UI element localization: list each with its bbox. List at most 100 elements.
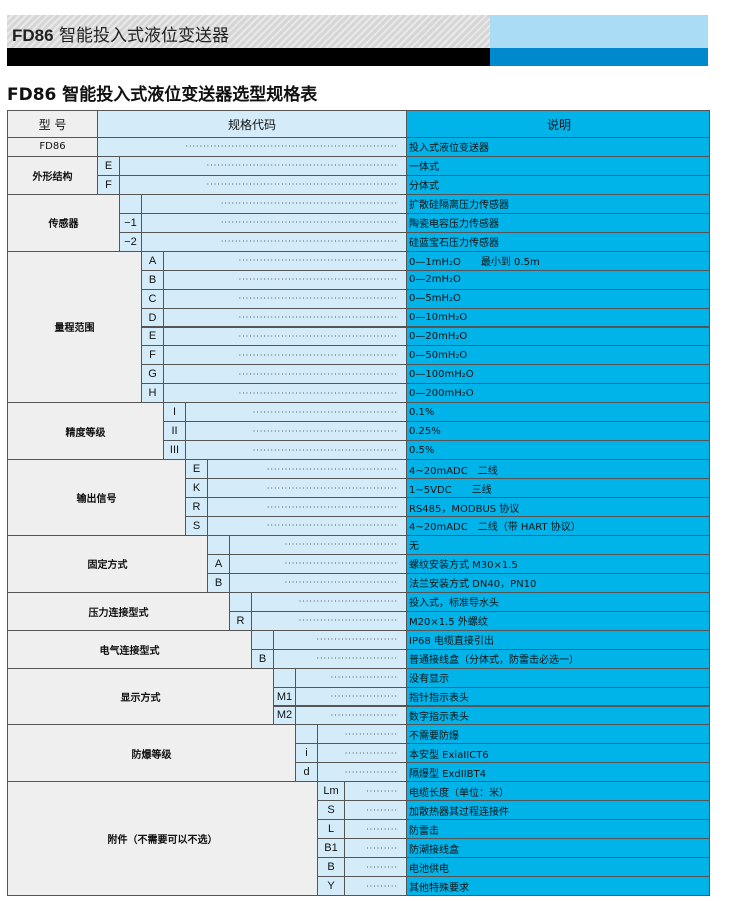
group-label: 电气连接型式 [7, 629, 252, 669]
option-desc: 分体式 [406, 174, 710, 195]
option-desc: 本安型 ExiaIICT6 [406, 743, 710, 764]
option-code: H [141, 383, 164, 404]
option-code: B [251, 648, 274, 669]
option-desc: IP68 电缆直接引出 [406, 629, 710, 650]
dot-leader: ········································… [185, 440, 407, 461]
option-code: −2 [119, 231, 142, 252]
option-desc: 不需要防爆 [406, 724, 710, 745]
group-label: 传感器 [7, 193, 120, 252]
option-desc: 法兰安装方式 DN40，PN10 [406, 572, 710, 593]
banner-bar-accent [490, 48, 708, 66]
option-code: I [163, 402, 186, 423]
option-code: M1 [273, 686, 296, 707]
model-desc: 投入式液位变送器 [406, 137, 710, 157]
option-desc: 0—2mH₂O [406, 269, 710, 290]
banner-title: FD86 智能投入式液位变送器 [12, 21, 229, 46]
header-spec: 规格代码 [97, 110, 407, 138]
option-desc: 陶瓷电容压力传感器 [406, 212, 710, 233]
option-code [251, 629, 274, 650]
group-label: 附件（不需要可以不选） [7, 781, 318, 896]
option-desc: 硅蓝宝石压力传感器 [406, 231, 710, 252]
dot-leader: ······················· [273, 648, 407, 669]
option-desc: 防潮接线盒 [406, 838, 710, 859]
group-label: 压力连接型式 [7, 591, 230, 631]
option-code: i [295, 743, 318, 764]
option-desc: 1~5VDC 三线 [406, 478, 710, 499]
option-code: K [185, 478, 208, 499]
dot-leader: ····································· [207, 459, 407, 480]
dot-leader: ········· [344, 857, 407, 878]
option-code: B [207, 572, 230, 593]
option-code: III [163, 440, 186, 461]
option-code: A [207, 553, 230, 574]
option-code: d [295, 762, 318, 783]
dot-leader: ········· [344, 876, 407, 896]
option-desc: 电池供电 [406, 857, 710, 878]
dot-leader: ··············· [317, 762, 407, 783]
option-code: −1 [119, 212, 142, 233]
dot-leader: ········································… [163, 269, 407, 290]
dot-leader: ··················· [295, 667, 407, 688]
dot-leader: ····································· [207, 497, 407, 517]
dot-leader: ········································… [163, 364, 407, 385]
option-desc: 加散热器其过程连接件 [406, 800, 710, 821]
dot-leader: ········································… [163, 307, 407, 328]
option-code: G [141, 364, 164, 385]
option-code [119, 193, 142, 214]
header-desc: 说明 [406, 110, 710, 138]
dot-leader: ········································… [185, 402, 407, 423]
group-label: 输出信号 [7, 459, 186, 536]
dot-leader: ········································… [163, 345, 407, 366]
dot-leader: ··················· [295, 705, 407, 726]
header-model: 型 号 [7, 110, 98, 138]
option-desc: M20×1.5 外螺纹 [406, 610, 710, 631]
banner-bar [7, 48, 490, 66]
option-code: Y [317, 876, 345, 896]
option-desc: 0.5% [406, 440, 710, 461]
option-code: R [185, 497, 208, 517]
dot-leader: ··············· [317, 724, 407, 745]
dot-leader: ········································… [163, 326, 407, 347]
dot-leader: ········· [344, 800, 407, 821]
group-label: 外形结构 [7, 155, 98, 195]
option-desc: 隔爆型 ExdIIBT4 [406, 762, 710, 783]
option-code: L [317, 819, 345, 840]
dot-leader: ········································… [119, 155, 407, 176]
option-code: Lm [317, 781, 345, 802]
dot-leader: ········································… [141, 212, 407, 233]
dot-leader: ········································… [163, 383, 407, 404]
option-code: B [141, 269, 164, 290]
model-label: FD86 [7, 137, 98, 157]
dot-leader: ········································… [141, 231, 407, 252]
dot-leader: ··················· [295, 686, 407, 707]
dot-leader: ········································… [185, 421, 407, 442]
dot-leader: ········································… [163, 288, 407, 309]
option-desc: 一体式 [406, 155, 710, 176]
option-code: E [97, 155, 120, 176]
dot-leader: ········································… [119, 174, 407, 195]
dot-leader: ··············· [317, 743, 407, 764]
option-desc: 0—200mH₂O [406, 383, 710, 404]
page-title: FD86 智能投入式液位变送器选型规格表 [7, 85, 318, 105]
option-desc: 电缆长度（单位：米） [406, 781, 710, 802]
group-label: 量程范围 [7, 250, 142, 404]
dot-leader: ········································… [97, 137, 407, 157]
option-desc: 没有显示 [406, 667, 710, 688]
option-desc: 0.1% [406, 402, 710, 423]
banner-accent [490, 15, 708, 48]
banner-title-text: 智能投入式液位变送器 [58, 26, 229, 46]
option-desc: 0—50mH₂O [406, 345, 710, 366]
option-desc: 0—20mH₂O [406, 326, 710, 347]
dot-leader: ········································… [141, 193, 407, 214]
option-desc: 0—10mH₂O [406, 307, 710, 328]
option-desc: 扩散硅隔离压力传感器 [406, 193, 710, 214]
dot-leader: ······················· [273, 629, 407, 650]
dot-leader: ····································· [207, 516, 407, 536]
option-code: S [185, 516, 208, 536]
option-desc: 0—100mH₂O [406, 364, 710, 385]
option-code: F [141, 345, 164, 366]
option-desc: 0—1mH₂O 最小到 0.5m [406, 250, 710, 271]
dot-leader: ········· [344, 838, 407, 859]
option-desc: 0.25% [406, 421, 710, 442]
option-code: R [229, 610, 252, 631]
